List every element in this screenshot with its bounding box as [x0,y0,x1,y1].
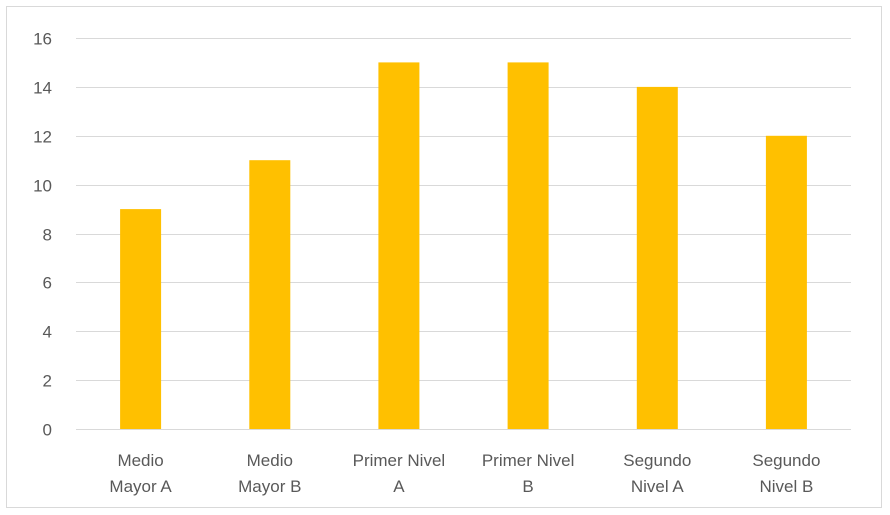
bar [378,62,420,430]
y-tick-label: 0 [43,421,52,440]
x-category-label: Medio Mayor A [109,451,172,496]
x-category-label: Primer Nivel A [353,451,446,496]
x-category-label: Primer Nivel B [482,451,575,496]
x-category-label: Segundo Nivel A [623,451,691,496]
x-category-label: Medio Mayor B [238,451,301,496]
y-axis-tick-labels: 0 2 4 6 8 10 12 14 16 [33,30,52,440]
bar [636,86,678,430]
y-tick-label: 2 [43,372,52,391]
y-tick-label: 14 [33,79,52,98]
y-tick-label: 6 [43,274,52,293]
bar [507,62,549,430]
y-tick-label: 8 [43,226,52,245]
bar [120,209,162,429]
gridlines [76,38,851,381]
y-tick-label: 4 [43,323,52,342]
x-category-label: Segundo Nivel B [752,451,820,496]
x-axis-category-labels: Medio Mayor A Medio Mayor B Primer Nivel A Pri… [109,451,820,496]
bar [765,135,807,430]
bar [249,160,291,429]
y-tick-label: 10 [33,177,52,196]
y-tick-label: 16 [33,30,52,49]
y-tick-label: 12 [33,128,52,147]
bars [120,62,807,430]
